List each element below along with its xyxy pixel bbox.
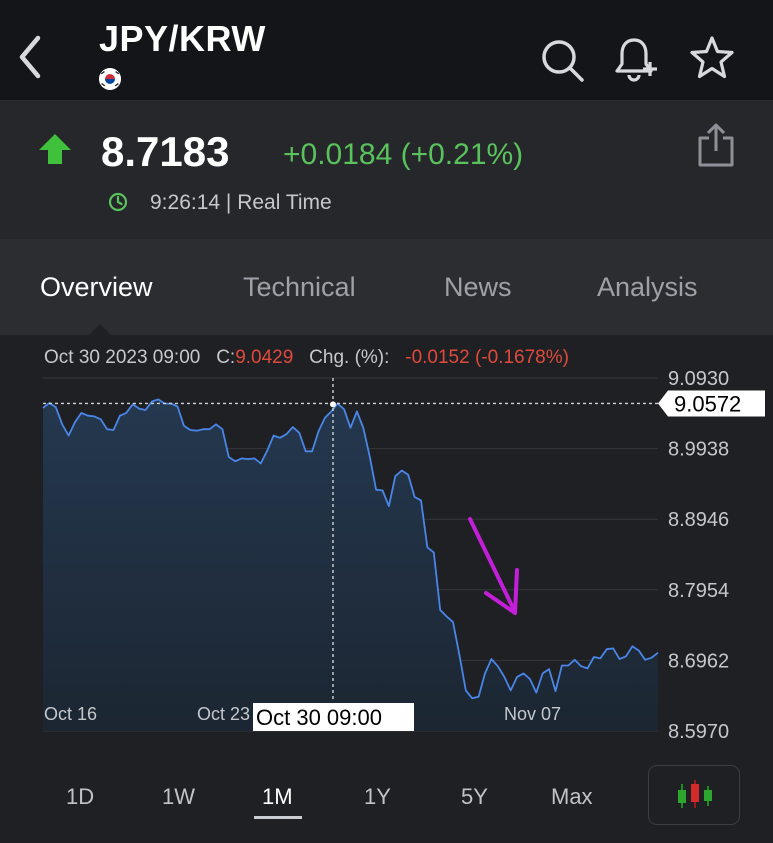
y-tick-label: 8.7954 bbox=[668, 580, 729, 602]
candlestick-chart-icon bbox=[678, 780, 712, 808]
range-1w[interactable]: 1W bbox=[162, 784, 195, 809]
range-5y[interactable]: 5Y bbox=[461, 784, 488, 809]
page-title: JPY/KRW bbox=[99, 18, 266, 59]
range-1m[interactable]: 1M bbox=[262, 784, 293, 809]
change-value: -0.0152 (-0.1678%) bbox=[405, 347, 569, 368]
crosshair-y-label: 9.0572 bbox=[674, 391, 741, 416]
price-chart[interactable]: 9.0930 8.9938 8.8946 8.7954 8.6962 8.5970 Oct … bbox=[0, 370, 773, 745]
tab-overview[interactable]: Overview bbox=[40, 272, 153, 302]
crosshair-point bbox=[330, 401, 336, 408]
crosshair-x-label: Oct 30 09:00 bbox=[256, 705, 382, 730]
price-change: +0.0184 (+0.21%) bbox=[283, 138, 524, 171]
active-range-underline bbox=[254, 816, 302, 819]
chevron-left-icon[interactable] bbox=[14, 34, 48, 80]
clock-icon bbox=[108, 192, 128, 212]
y-tick-label: 8.8946 bbox=[668, 509, 729, 531]
close-value: 9.0429 bbox=[235, 347, 294, 368]
tab-analysis[interactable]: Analysis bbox=[597, 272, 698, 302]
south-korea-flag-icon bbox=[99, 68, 121, 90]
range-1y[interactable]: 1Y bbox=[364, 784, 391, 809]
crosshair-x-label-box bbox=[253, 703, 414, 731]
range-1d[interactable]: 1D bbox=[66, 784, 95, 809]
series-area bbox=[43, 399, 658, 731]
y-tick-label: 8.9938 bbox=[668, 439, 729, 461]
up-arrow-icon bbox=[38, 133, 72, 167]
annotation-arrow-head-left bbox=[484, 591, 517, 615]
change-label: Chg. (%): bbox=[309, 347, 390, 368]
search-icon[interactable] bbox=[538, 36, 586, 84]
x-tick-label: Nov 07 bbox=[504, 704, 561, 724]
tab-technical[interactable]: Technical bbox=[243, 272, 356, 302]
x-tick-label: Oct 16 bbox=[44, 704, 97, 724]
close-label: C: bbox=[216, 347, 236, 368]
range-max[interactable]: Max bbox=[551, 784, 593, 809]
timestamp: 9:26:14 | Real Time bbox=[150, 191, 332, 214]
star-icon[interactable] bbox=[688, 34, 736, 82]
crosshair-y-label-box bbox=[658, 390, 765, 417]
tab-bar bbox=[0, 239, 773, 335]
crosshair-info: Oct 30 2023 09:00 C:9.0429 Chg. (%): -0.… bbox=[44, 347, 569, 369]
tab-news[interactable]: News bbox=[444, 272, 512, 302]
crosshair-date: Oct 30 2023 09:00 bbox=[44, 347, 201, 368]
candlestick-chart-button[interactable] bbox=[648, 765, 740, 825]
y-tick-label: 8.5970 bbox=[668, 721, 729, 743]
share-icon[interactable] bbox=[696, 122, 736, 168]
bell-plus-icon[interactable] bbox=[612, 34, 660, 84]
x-tick-label: Oct 23 bbox=[197, 704, 250, 724]
y-tick-label: 8.6962 bbox=[668, 650, 729, 672]
quote-panel bbox=[0, 101, 773, 239]
annotation-arrow-head-right bbox=[513, 568, 519, 615]
price: 8.7183 bbox=[101, 128, 230, 175]
series-line bbox=[42, 398, 659, 700]
active-tab-pointer bbox=[89, 324, 111, 335]
y-tick-label: 9.0930 bbox=[668, 370, 729, 390]
annotation-arrow-shaft bbox=[468, 517, 516, 612]
